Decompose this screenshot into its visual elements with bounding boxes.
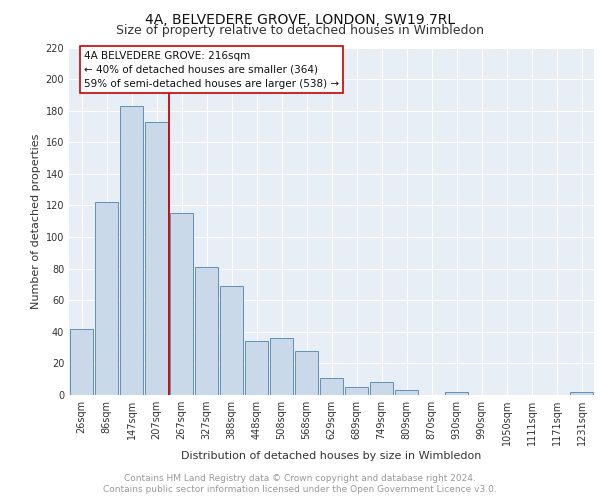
Bar [295, 351, 318, 395]
Bar [120, 106, 143, 395]
Bar [145, 122, 168, 395]
Y-axis label: Number of detached properties: Number of detached properties [31, 134, 41, 309]
X-axis label: Distribution of detached houses by size in Wimbledon: Distribution of detached houses by size … [181, 451, 482, 461]
Bar [270, 338, 293, 395]
Bar [395, 390, 418, 395]
Bar [245, 342, 268, 395]
Bar [220, 286, 243, 395]
Bar [345, 387, 368, 395]
Bar [445, 392, 468, 395]
Text: Contains HM Land Registry data © Crown copyright and database right 2024.
Contai: Contains HM Land Registry data © Crown c… [103, 474, 497, 494]
Text: Size of property relative to detached houses in Wimbledon: Size of property relative to detached ho… [116, 24, 484, 37]
Text: 4A BELVEDERE GROVE: 216sqm
← 40% of detached houses are smaller (364)
59% of sem: 4A BELVEDERE GROVE: 216sqm ← 40% of deta… [84, 50, 339, 88]
Text: 4A, BELVEDERE GROVE, LONDON, SW19 7RL: 4A, BELVEDERE GROVE, LONDON, SW19 7RL [145, 12, 455, 26]
Bar [370, 382, 393, 395]
Bar [95, 202, 118, 395]
Bar [570, 392, 593, 395]
Bar [320, 378, 343, 395]
Bar [195, 267, 218, 395]
Bar [70, 328, 93, 395]
Bar [170, 214, 193, 395]
